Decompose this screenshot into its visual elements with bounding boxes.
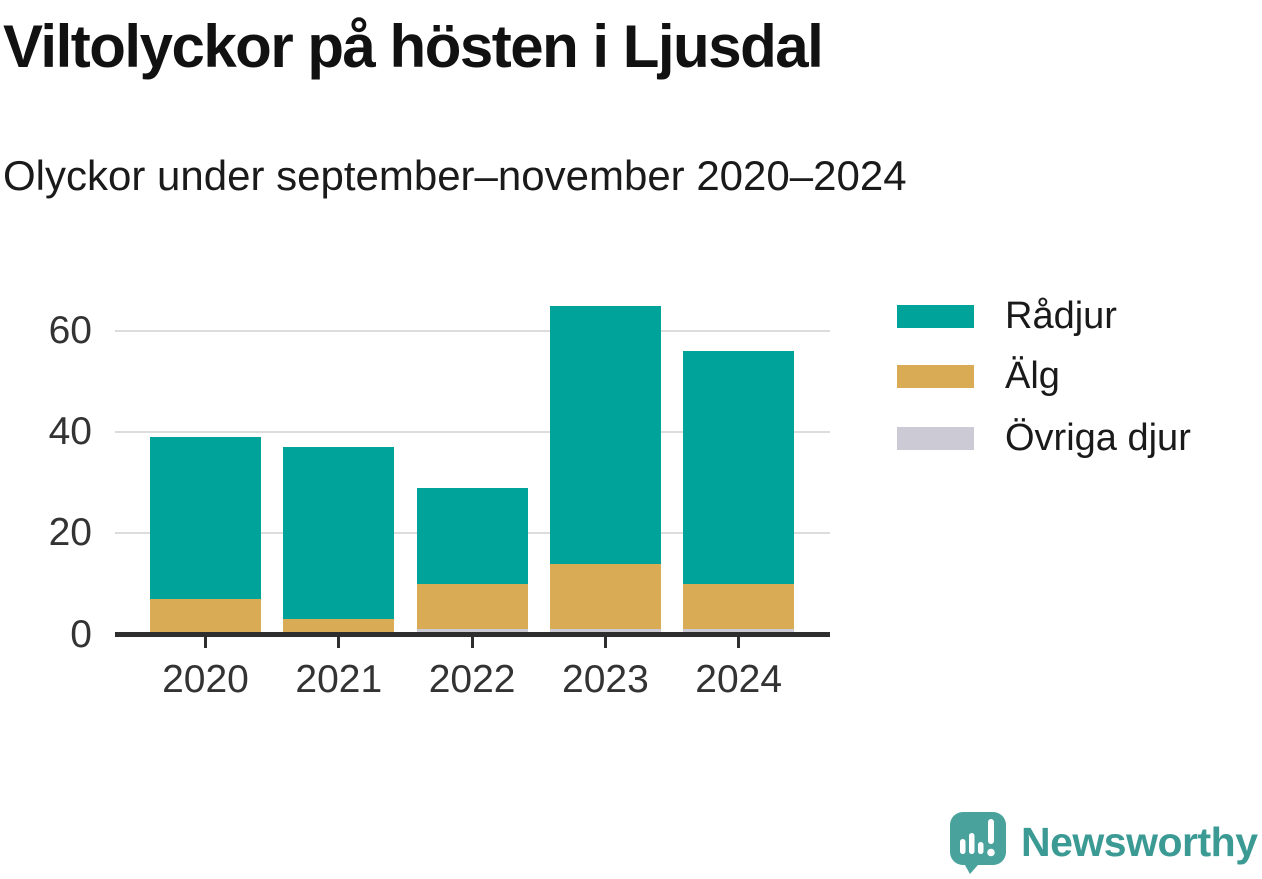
x-axis-tick	[337, 637, 341, 648]
bar-segment	[683, 583, 795, 630]
bar-segment	[416, 583, 528, 630]
x-axis-tick	[204, 637, 207, 648]
gridline	[115, 329, 830, 332]
bar-segment	[683, 629, 795, 635]
bar-segment	[150, 437, 261, 600]
bar-segment	[283, 619, 395, 635]
newsworthy-logo-mark-icon	[950, 812, 1006, 874]
gridline	[115, 431, 830, 434]
x-axis-tick	[737, 637, 741, 648]
bar-segment	[283, 447, 395, 620]
y-axis-tick-label: 20	[48, 511, 92, 555]
legend-item-radjur: Rådjur	[897, 297, 1117, 335]
bar-segment	[150, 599, 261, 635]
legend-swatch-alg	[897, 364, 974, 388]
bar-segment	[549, 305, 661, 564]
legend-label-radjur: Rådjur	[1005, 295, 1117, 337]
y-axis-tick-label: 40	[48, 410, 92, 454]
x-axis-tick-label: 2021	[295, 658, 383, 701]
chart-title: Viltolyckor på hösten i Ljusdal	[3, 13, 824, 80]
x-axis-tick-label: 2024	[695, 658, 783, 701]
y-axis-tick-label: 0	[70, 612, 92, 656]
chart-subtitle: Olyckor under september–november 2020–20…	[3, 152, 907, 199]
bar-segment	[416, 629, 528, 635]
legend-swatch-radjur	[897, 304, 974, 328]
newsworthy-logo: Newsworthy	[947, 810, 1258, 874]
legend-item-ovriga-djur: Övriga djur	[897, 419, 1191, 457]
legend-swatch-ovriga-djur	[897, 426, 974, 450]
legend-label-alg: Älg	[1005, 355, 1060, 397]
x-axis-tick	[470, 637, 474, 648]
bar-segment	[416, 487, 528, 584]
bar-segment	[683, 351, 795, 584]
x-axis-tick-label: 2022	[428, 658, 516, 701]
newsworthy-logo-text: Newsworthy	[1021, 818, 1258, 865]
legend-item-alg: Älg	[897, 357, 1060, 395]
legend-label-ovriga-djur: Övriga djur	[1005, 417, 1191, 459]
x-axis-line	[115, 632, 830, 637]
x-axis-tick	[603, 637, 607, 648]
y-axis-tick-label: 60	[48, 308, 92, 352]
x-axis-tick-label: 2023	[562, 658, 649, 701]
bar-segment	[549, 563, 661, 630]
bar-segment	[549, 629, 661, 635]
x-axis-tick-label: 2020	[162, 658, 249, 701]
